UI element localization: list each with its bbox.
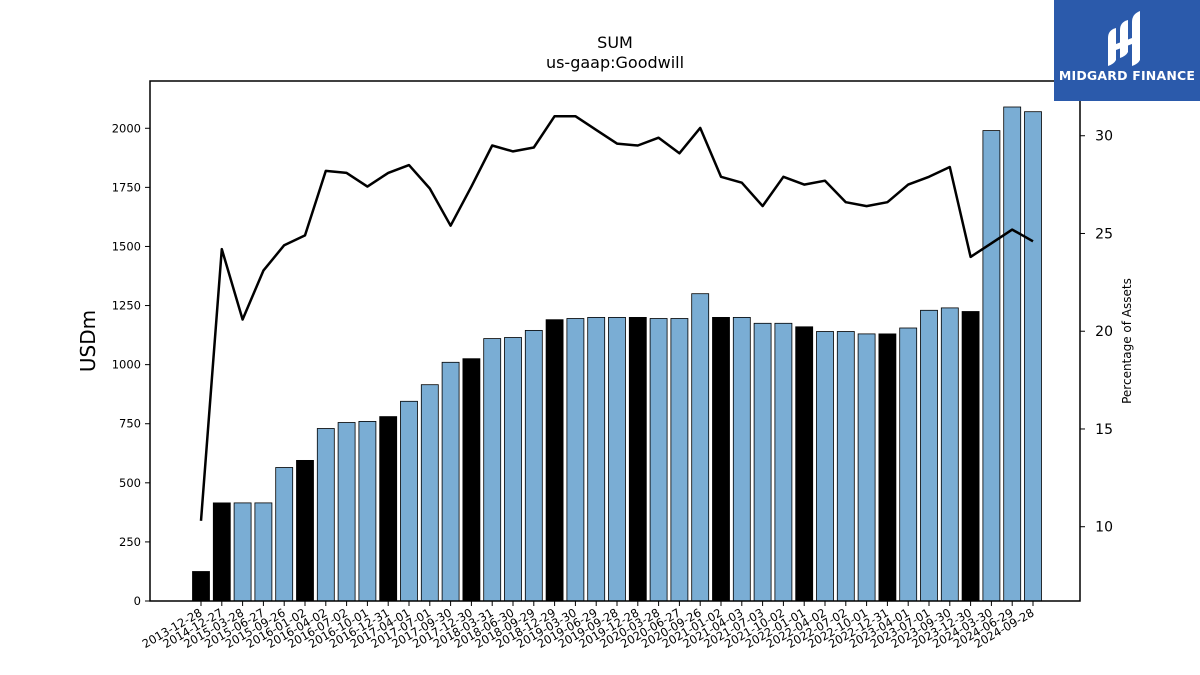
y-tick-label: 1500 <box>112 239 141 253</box>
bar <box>691 293 710 602</box>
bar <box>337 422 356 602</box>
bar <box>836 331 855 602</box>
bar <box>275 467 294 602</box>
bar <box>774 322 793 602</box>
bar <box>920 309 938 602</box>
bar <box>400 400 418 602</box>
y-tick-label: 250 <box>119 535 141 549</box>
bar <box>857 333 876 602</box>
bar <box>816 331 834 602</box>
bar <box>233 502 252 602</box>
y2-axis-label: Percentage of Assets <box>1120 278 1134 404</box>
bar <box>732 316 751 602</box>
bar <box>587 316 606 602</box>
bar <box>753 322 772 602</box>
y-tick-label: 750 <box>119 417 141 431</box>
chart-subtitle: us-gaap:Goodwill <box>546 53 684 72</box>
bar <box>940 307 959 602</box>
bar <box>483 338 502 602</box>
y2-tick-label: 25 <box>1095 226 1113 242</box>
bar <box>545 319 564 602</box>
y-axis-label: USDm <box>76 310 100 372</box>
bar <box>566 318 585 602</box>
y2-tick-label: 30 <box>1095 129 1113 145</box>
bar <box>961 311 980 602</box>
y-tick-label: 1000 <box>112 358 141 372</box>
bar <box>254 502 273 602</box>
y-tick-label: 2000 <box>112 121 141 135</box>
series-line <box>199 114 1034 521</box>
brand-name: MIDGARD FINANCE <box>1058 68 1196 83</box>
bar <box>1003 106 1022 602</box>
bar <box>628 316 647 602</box>
bar <box>462 358 481 602</box>
y-tick-label: 1750 <box>112 180 141 194</box>
bar <box>1024 111 1042 602</box>
bar <box>212 502 231 602</box>
bar <box>608 316 626 602</box>
y2-tick-label: 15 <box>1095 422 1113 438</box>
y-tick-label: 0 <box>134 594 141 608</box>
y2-tick-label: 20 <box>1095 324 1113 340</box>
bar <box>420 384 439 602</box>
bar <box>296 459 314 602</box>
chart-title: SUM <box>597 33 633 52</box>
y-tick-label: 1250 <box>112 299 141 313</box>
bar <box>192 571 210 602</box>
y-tick-label: 500 <box>119 476 141 490</box>
brand-logo: MIDGARD FINANCE <box>1054 0 1200 101</box>
y2-tick-label: 10 <box>1095 520 1113 536</box>
bar <box>524 329 543 602</box>
bar <box>878 333 897 602</box>
bar <box>899 327 918 602</box>
bar <box>504 337 522 602</box>
bar <box>795 326 814 602</box>
bar <box>670 318 689 602</box>
bar <box>649 318 668 602</box>
plot-frame <box>149 80 1081 602</box>
bar <box>379 416 398 602</box>
bar <box>358 420 377 602</box>
bar <box>316 428 335 602</box>
bar <box>712 316 730 602</box>
midgard-logo-icon <box>1108 11 1140 66</box>
bar <box>441 361 460 602</box>
bar <box>982 130 1001 602</box>
